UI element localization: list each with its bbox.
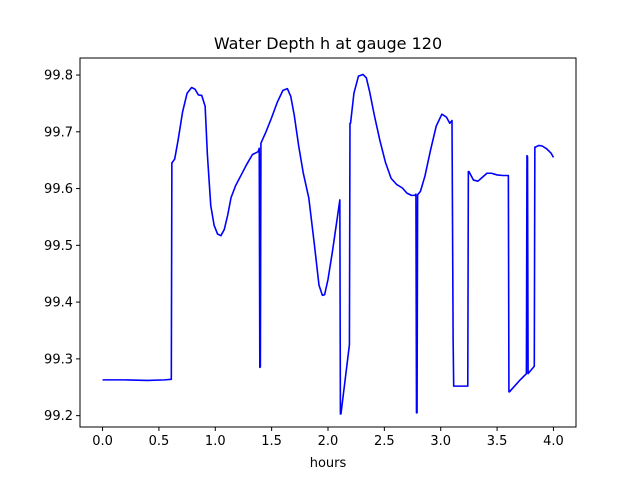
y-tick-label: 99.6 [44,182,73,197]
plot-area [102,73,555,415]
y-tick-label: 99.7 [44,125,73,140]
x-tick-label: 2.0 [318,434,339,449]
y-axis: 99.2 99.3 99.4 99.5 99.6 99.7 99.8 [44,69,80,424]
y-tick-label: 99.8 [44,69,73,84]
x-tick-label: 0.5 [149,434,170,449]
y-tick-label: 99.5 [44,239,73,254]
x-tick-label: 3.0 [430,434,451,449]
x-tick-label: 1.0 [205,434,226,449]
x-tick-label: 1.5 [261,434,282,449]
x-axis-label: hours [310,456,347,471]
plot-frame [79,57,577,428]
y-tick-label: 99.2 [44,409,73,424]
y-tick-label: 99.4 [44,296,73,311]
x-tick-label: 3.5 [487,434,508,449]
x-axis: 0.0 0.5 1.0 1.5 2.0 2.5 3.0 3.5 4.0 [92,427,564,449]
x-tick-label: 4.0 [543,434,564,449]
y-tick-label: 99.3 [44,352,73,367]
x-tick-label: 2.5 [374,434,395,449]
series-line-0 [102,73,555,415]
chart-title: Water Depth h at gauge 120 [214,34,442,53]
x-tick-label: 0.0 [92,434,113,449]
